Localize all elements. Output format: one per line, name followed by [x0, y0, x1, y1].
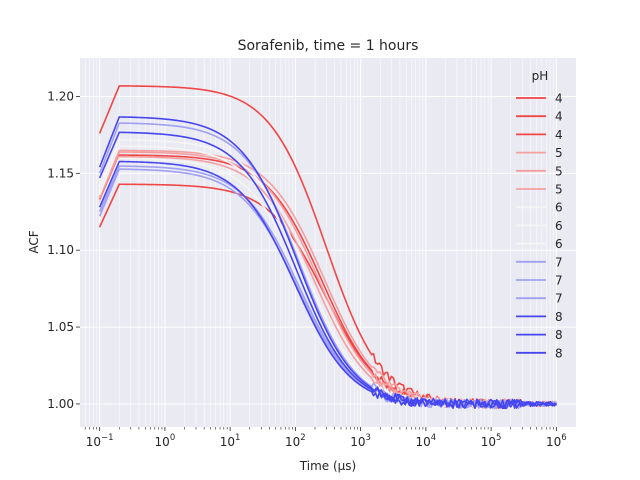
legend-label: 7 — [555, 255, 563, 269]
legend-label: 5 — [555, 164, 563, 178]
x-tick-label: 101 — [220, 433, 241, 449]
legend-title: pH — [532, 69, 549, 83]
series-line-ph-7 — [98, 168, 557, 410]
y-tick-label: 1.00 — [47, 397, 74, 411]
legend-label: 6 — [555, 237, 563, 251]
legend-label: 7 — [555, 274, 563, 288]
x-axis-ticks: 10−1 100 101 102 103 104 105 106 — [84, 427, 567, 449]
legend-label: 6 — [555, 219, 563, 233]
legend-label: 6 — [555, 201, 563, 215]
y-axis-ticks: 1.00 1.05 1.10 1.15 1.20 — [47, 89, 80, 411]
y-tick-label: 1.05 — [47, 320, 74, 334]
legend-label: 4 — [555, 110, 563, 124]
y-tick-label: 1.15 — [47, 166, 74, 180]
x-tick-label: 105 — [481, 433, 502, 449]
y-tick-label: 1.10 — [47, 243, 74, 257]
x-tick-label: 102 — [285, 433, 306, 449]
x-tick-label: 103 — [350, 433, 371, 449]
legend-label: 4 — [555, 92, 563, 106]
x-tick-label: 100 — [155, 433, 176, 449]
legend-label: 7 — [555, 292, 563, 306]
legend-label: 8 — [555, 328, 563, 342]
legend-label: 8 — [555, 346, 563, 360]
x-tick-label: 106 — [546, 433, 567, 449]
y-axis-label: ACF — [27, 230, 41, 253]
x-tick-label: 104 — [416, 433, 437, 449]
series-line-ph-4 — [98, 154, 557, 410]
x-axis-label: Time (μs) — [299, 459, 356, 473]
legend-label: 5 — [555, 146, 563, 160]
series-line-ph-8 — [98, 160, 557, 409]
series-layer — [98, 85, 558, 410]
series-line-ph-8 — [98, 131, 557, 410]
legend: pH 4 4 4 5 5 5 6 6 6 7 7 7 8 8 8 — [516, 69, 563, 360]
legend-label: 5 — [555, 183, 563, 197]
legend-label: 4 — [555, 128, 563, 142]
x-tick-label: 10−1 — [86, 433, 114, 449]
legend-label: 8 — [555, 310, 563, 324]
chart-title: Sorafenib, time = 1 hours — [238, 38, 419, 54]
plot-area — [80, 58, 576, 427]
y-tick-label: 1.20 — [47, 89, 74, 103]
